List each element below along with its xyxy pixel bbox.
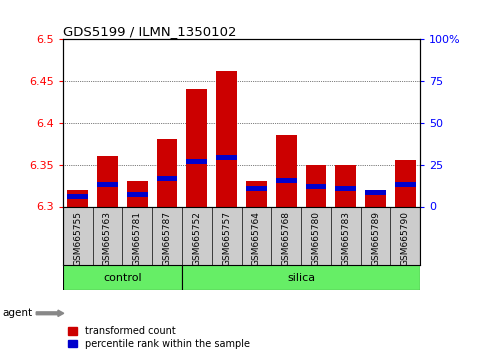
Bar <box>335 187 356 192</box>
Bar <box>127 181 148 206</box>
Bar <box>246 181 267 206</box>
Text: GSM665787: GSM665787 <box>163 211 171 266</box>
Legend: transformed count, percentile rank within the sample: transformed count, percentile rank withi… <box>68 326 250 349</box>
Text: silica: silica <box>287 273 315 283</box>
Bar <box>276 135 297 206</box>
Text: GSM665783: GSM665783 <box>341 211 350 266</box>
Bar <box>63 265 182 290</box>
Bar <box>97 156 118 206</box>
Bar <box>216 155 237 160</box>
Text: GSM665764: GSM665764 <box>252 211 261 266</box>
Bar <box>67 190 88 206</box>
Text: GDS5199 / ILMN_1350102: GDS5199 / ILMN_1350102 <box>63 25 236 38</box>
Bar <box>67 194 88 199</box>
Bar <box>156 139 177 206</box>
Text: control: control <box>103 273 142 283</box>
Text: GSM665757: GSM665757 <box>222 211 231 266</box>
Bar <box>186 159 207 164</box>
Bar <box>216 71 237 206</box>
Text: agent: agent <box>2 308 32 318</box>
Text: GSM665780: GSM665780 <box>312 211 320 266</box>
Text: GSM665781: GSM665781 <box>133 211 142 266</box>
Bar <box>97 182 118 187</box>
Bar <box>306 165 327 206</box>
Bar <box>365 190 386 195</box>
Bar <box>335 165 356 206</box>
Text: GSM665755: GSM665755 <box>73 211 82 266</box>
Bar <box>276 178 297 183</box>
Bar <box>127 192 148 197</box>
Bar <box>395 182 416 187</box>
Bar <box>306 184 327 189</box>
Text: GSM665789: GSM665789 <box>371 211 380 266</box>
Bar <box>156 176 177 181</box>
Bar <box>395 160 416 206</box>
Bar <box>186 89 207 206</box>
Text: GSM665768: GSM665768 <box>282 211 291 266</box>
Bar <box>182 265 420 290</box>
Bar <box>365 190 386 206</box>
Text: GSM665752: GSM665752 <box>192 211 201 266</box>
Bar <box>246 187 267 192</box>
Text: GSM665763: GSM665763 <box>103 211 112 266</box>
Text: GSM665790: GSM665790 <box>401 211 410 266</box>
